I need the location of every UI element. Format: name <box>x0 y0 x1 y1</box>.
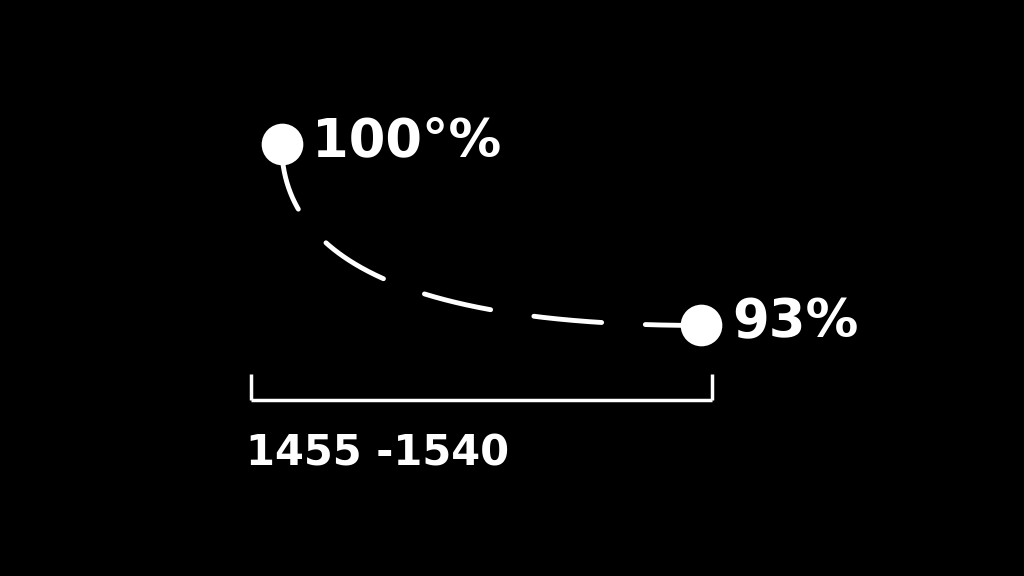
Text: 93%: 93% <box>732 297 858 348</box>
Point <box>273 139 290 149</box>
Text: 1455 -1540: 1455 -1540 <box>246 432 509 474</box>
Point <box>693 321 710 330</box>
Text: 100°%: 100°% <box>312 115 502 167</box>
